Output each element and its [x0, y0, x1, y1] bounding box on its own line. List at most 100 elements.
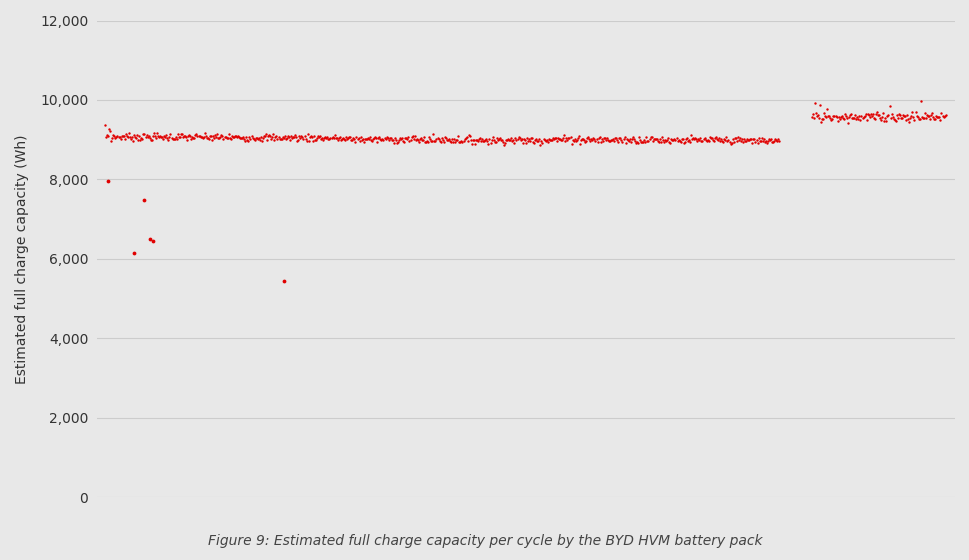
Point [883, 109, 898, 118]
Point [724, 135, 739, 144]
Point [715, 137, 731, 146]
Point [434, 135, 450, 144]
Point [571, 132, 586, 141]
Point [302, 132, 318, 141]
Point [722, 139, 737, 148]
Point [453, 136, 469, 145]
Point [307, 136, 323, 145]
Point [684, 134, 700, 143]
Point [236, 135, 252, 144]
Point [264, 135, 279, 144]
Point [185, 134, 201, 143]
Point [401, 137, 417, 146]
Point [416, 132, 431, 141]
Point [141, 235, 157, 244]
Point [196, 133, 211, 142]
Point [805, 114, 821, 123]
Point [814, 114, 829, 123]
Point [631, 132, 646, 141]
Point [608, 133, 623, 142]
Point [150, 132, 166, 141]
Point [925, 114, 941, 123]
Point [371, 132, 387, 141]
Point [273, 134, 289, 143]
Point [338, 133, 354, 142]
Point [508, 136, 523, 144]
Point [750, 133, 766, 142]
Point [642, 133, 658, 142]
Point [476, 137, 491, 146]
Point [928, 113, 944, 122]
Point [208, 132, 224, 141]
Point [913, 113, 928, 122]
Point [587, 136, 603, 145]
Point [127, 133, 142, 142]
Point [219, 133, 234, 142]
Point [137, 195, 152, 204]
Point [500, 135, 516, 144]
Point [254, 136, 269, 145]
Point [213, 131, 229, 140]
Point [355, 135, 370, 144]
Point [590, 133, 606, 142]
Point [706, 133, 722, 142]
Point [207, 130, 223, 139]
Point [495, 137, 511, 146]
Point [145, 237, 161, 246]
Point [681, 138, 697, 147]
Point [296, 134, 311, 143]
Point [665, 135, 680, 144]
Point [151, 132, 167, 141]
Point [321, 134, 336, 143]
Point [558, 134, 574, 143]
Point [923, 109, 939, 118]
Point [376, 133, 391, 142]
Point [161, 136, 176, 145]
Point [739, 136, 755, 144]
Point [340, 134, 356, 143]
Point [767, 136, 783, 144]
Point [266, 130, 281, 139]
Point [520, 134, 536, 143]
Point [366, 133, 382, 142]
Point [621, 134, 637, 143]
Point [186, 133, 202, 142]
Point [218, 133, 234, 142]
Point [141, 134, 157, 143]
Point [291, 136, 306, 144]
Point [224, 132, 239, 141]
Point [623, 134, 639, 143]
Point [620, 137, 636, 146]
Point [432, 137, 448, 146]
Point [427, 136, 443, 145]
Point [881, 102, 896, 111]
Point [593, 134, 609, 143]
Point [440, 136, 455, 144]
Point [554, 136, 570, 144]
Point [628, 138, 643, 147]
Point [700, 136, 715, 145]
Point [721, 138, 736, 147]
Point [446, 134, 461, 143]
Point [504, 137, 519, 146]
Point [202, 132, 217, 141]
Point [169, 134, 184, 143]
Point [163, 129, 178, 138]
Point [277, 132, 293, 141]
Point [891, 110, 906, 119]
Point [516, 135, 531, 144]
Point [194, 133, 209, 142]
Point [278, 135, 294, 144]
Point [936, 111, 952, 120]
Point [906, 115, 922, 124]
Point [141, 131, 156, 140]
Point [921, 111, 936, 120]
Point [347, 138, 362, 147]
Point [181, 131, 197, 140]
Point [297, 131, 312, 140]
Point [595, 133, 610, 142]
Point [122, 132, 138, 141]
Point [766, 137, 781, 146]
Point [276, 133, 292, 142]
Point [298, 137, 314, 146]
